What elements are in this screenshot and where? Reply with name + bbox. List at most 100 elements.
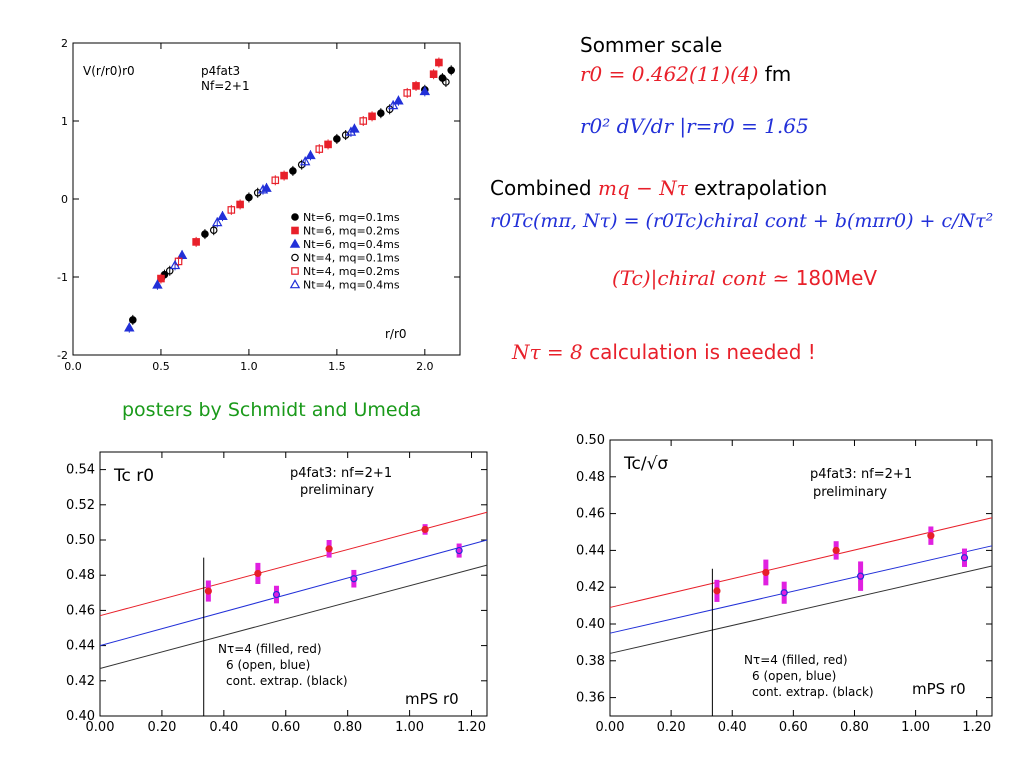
chart-title: p4fat3: [201, 64, 240, 78]
data-point: [856, 572, 865, 580]
data-point: [315, 145, 324, 153]
y-tick-label: 0.50: [576, 433, 605, 448]
nt8-note: Nτ = 8 calculation is needed !: [512, 340, 816, 364]
data-point: [227, 206, 236, 214]
data-point: [780, 589, 788, 597]
data-point: [377, 109, 385, 118]
legend-label: Nt=6, mq=0.2ms: [303, 225, 400, 238]
chart-title: p4fat3: nf=2+1: [810, 467, 912, 482]
x-tick-label: 0.00: [596, 720, 625, 735]
x-tick-label: 0.0: [64, 360, 82, 373]
fit-line: [609, 565, 993, 654]
data-point: [412, 82, 420, 90]
error-band: [858, 561, 864, 591]
y-tick-label: 0.52: [66, 498, 95, 513]
data-point: [212, 216, 223, 227]
tc-result-value: 180MeV: [795, 266, 878, 290]
data-point: [333, 135, 341, 143]
nt8-math: Nτ = 8: [512, 340, 583, 364]
y-tick-label: 0.48: [576, 470, 605, 485]
x-axis-label: mPS r0: [405, 690, 459, 708]
data-point: [272, 590, 281, 599]
data-point: [419, 85, 431, 96]
data-point: [209, 226, 218, 235]
data-point: [359, 117, 368, 125]
x-tick-label: 1.00: [901, 720, 930, 735]
fit-line: [99, 511, 488, 617]
data-point: [192, 238, 200, 246]
extrapolation-title: Combined mq − Nτ extrapolation: [490, 176, 827, 200]
data-point: [762, 568, 770, 577]
legend-note: Nτ=4 (filled, red): [218, 642, 322, 656]
y-tick-label: 0.36: [576, 691, 605, 706]
legend-note: cont. extrap. (black): [752, 685, 874, 699]
data-point: [393, 95, 404, 105]
y-tick-label: -1: [57, 271, 68, 284]
data-point: [169, 259, 181, 270]
data-point: [403, 89, 412, 97]
y-tick-label: 0.50: [66, 533, 95, 548]
data-point: [387, 99, 399, 110]
data-point: [435, 58, 443, 67]
extrap-title-pre: Combined: [490, 176, 592, 200]
y-axis-label: Tc r0: [113, 466, 154, 486]
y-tick-label: 1: [61, 115, 68, 128]
x-tick-label: 0.60: [271, 720, 300, 735]
legend-marker: [291, 267, 299, 275]
data-point: [280, 171, 288, 180]
error-band: [351, 569, 357, 588]
chart-subtitle: preliminary: [813, 485, 887, 500]
x-tick-label: 0.60: [779, 720, 808, 735]
legend-marker: [289, 279, 301, 289]
data-point: [271, 176, 280, 185]
potential-chart: 0.0 0.5 1.0 1.5 2.0 -2 -1 0 1 2 V(r/r0)r0 p4fat3Nf=…: [57, 37, 461, 373]
data-point: [455, 546, 463, 555]
x-tick-label: 1.0: [240, 360, 258, 373]
legend-marker: [291, 226, 299, 235]
error-band: [273, 585, 279, 604]
data-point: [254, 569, 262, 578]
legend-label: Nt=6, mq=0.4ms: [303, 238, 400, 251]
data-point: [165, 266, 174, 275]
sommer-scale-title: Sommer scale: [580, 33, 723, 57]
legend-note: cont. extrap. (black): [226, 674, 348, 688]
y-tick-label: 0.42: [576, 580, 605, 595]
y-tick-label: 2: [61, 37, 68, 50]
legend-marker: [291, 213, 299, 221]
legend-marker: [291, 253, 299, 262]
y-tick-label: 0.38: [576, 654, 605, 669]
data-point: [217, 210, 228, 220]
x-tick-label: 0.5: [152, 360, 170, 373]
y-tick-label: 0.44: [66, 639, 95, 654]
r0-unit: fm: [764, 62, 792, 86]
data-point: [324, 140, 332, 149]
data-point: [305, 149, 316, 160]
x-tick-label: 1.20: [457, 720, 486, 735]
error-band: [781, 581, 787, 604]
y-axis-label: Tc/√σ: [623, 454, 668, 474]
legend-note: 6 (open, blue): [226, 658, 310, 672]
y-tick-label: 0.46: [66, 603, 95, 618]
plot-frame: [609, 439, 993, 717]
extrapolation-formula: r0Tc(mπ, Nτ) = (r0Tc)chiral cont + b(mπr…: [490, 210, 994, 232]
data-point: [299, 156, 311, 166]
plot-frame: [99, 451, 488, 717]
y-tick-label: 0.40: [576, 617, 605, 632]
data-point: [368, 112, 376, 121]
x-tick-label: 0.20: [657, 720, 686, 735]
y-tick-label: 0.44: [576, 543, 605, 558]
y-tick-label: -2: [57, 349, 68, 362]
y-tick-label: 0.40: [66, 709, 95, 724]
data-point: [927, 532, 935, 540]
fit-line: [609, 517, 993, 608]
error-band: [961, 548, 967, 567]
plot-frame: [72, 42, 461, 356]
data-point: [713, 587, 721, 595]
x-tick-label: 1.5: [328, 360, 346, 373]
data-point: [245, 193, 253, 202]
data-point: [201, 230, 209, 238]
x-tick-label: 0.80: [333, 720, 362, 735]
data-point: [442, 78, 450, 86]
legend-note: Nτ=4 (filled, red): [744, 653, 848, 667]
data-point: [350, 575, 358, 583]
